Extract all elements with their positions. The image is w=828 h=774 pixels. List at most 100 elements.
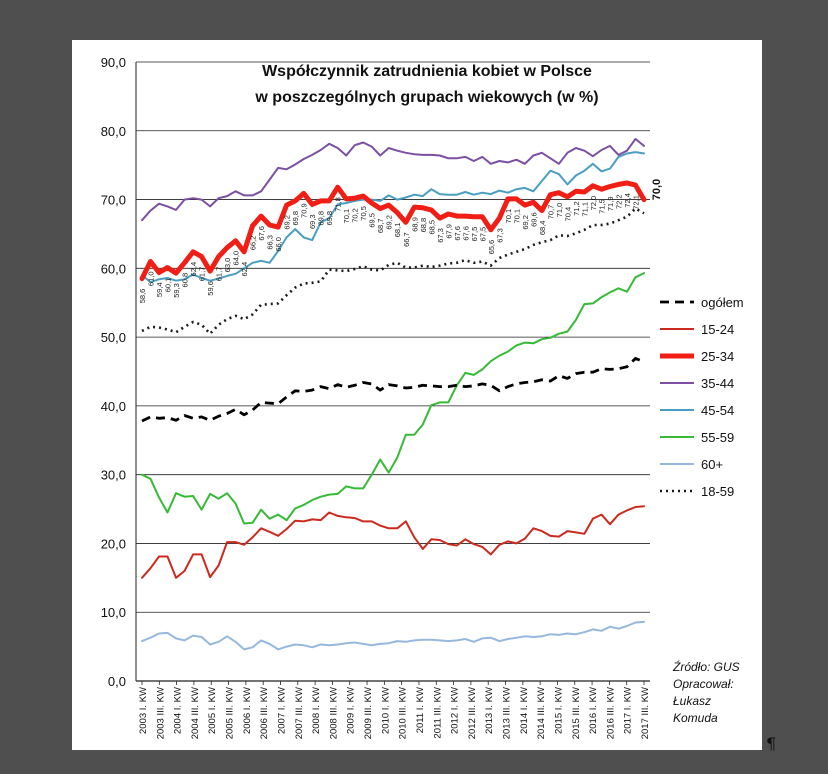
data-label: 69,6 [529,212,538,227]
x-tick-label: 2010 I. KW [380,687,391,734]
y-tick-label: 40,0 [101,399,126,414]
data-label: 62,4 [240,262,249,277]
x-tick-label: 2004 I. KW [173,687,184,734]
series-line-45-54 [141,151,645,284]
data-label: 69,8 [291,211,300,226]
data-label: 71,8 [334,197,343,212]
data-label: 71,1 [580,202,589,217]
source-line: Źródło: GUS [672,659,740,674]
data-label: 68,1 [393,223,402,238]
data-label: 66,2 [249,236,258,251]
data-label: 67,5 [478,227,487,242]
x-tick-label: 2003 I. KW [138,687,149,734]
data-label: 70,5 [359,206,368,221]
legend-label-15-24: 15-24 [701,322,734,337]
data-label: 72,4 [623,193,632,208]
data-label: 69,2 [385,215,394,230]
data-label: 70,1 [512,209,521,224]
x-tick-label: 2011 III. KW [432,687,443,739]
y-tick-label: 80,0 [101,124,126,139]
data-label: 68,5 [427,220,436,235]
data-label: 65,6 [487,240,496,255]
data-label: 60,1 [164,278,173,293]
end-data-label: 70,0 [651,179,663,200]
x-tick-label: 2006 III. KW [259,687,270,739]
x-tick-label: 2003 III. KW [155,687,166,739]
series-line-55-59 [141,272,645,525]
series-line-18-59 [141,207,645,336]
data-label: 71,9 [606,196,615,211]
series-line-25-34 [139,180,647,282]
x-tick-label: 2014 I. KW [519,687,530,734]
data-label: 67,6 [257,226,266,241]
y-tick-label: 90,0 [101,55,126,70]
chart-title: Współczynnik zatrudnienia kobiet w Polsc… [254,63,598,106]
series-line-15-24 [141,505,645,579]
chart-title-line-2: w poszczególnych grupach wiekowych (w %) [254,89,598,106]
data-label: 68,9 [410,217,419,232]
x-tick-label: 2016 I. KW [588,687,599,734]
data-label: 69,8 [325,211,334,226]
data-label: 67,5 [470,227,479,242]
x-tick-label: 2013 III. KW [502,687,513,739]
data-label: 70,7 [546,205,555,220]
data-label: 60,8 [181,273,190,288]
source-line: Komuda [673,711,718,725]
y-tick-label: 10,0 [101,605,126,620]
x-tick-label: 2013 I. KW [484,687,495,734]
source-line: Łukasz [673,694,711,708]
axis-layer: 0,0 10,0 20,0 30,0 40,0 50,0 60,0 70,0 80,0 90,0 2… [101,55,651,739]
y-tick-label: 0,0 [108,674,126,689]
x-tick-label: 2015 I. KW [553,687,564,734]
data-label: 68,4 [538,221,547,236]
data-label: 69,5 [368,213,377,228]
data-label: 67,6 [453,226,462,241]
data-label: 70,1 [342,209,351,224]
x-tick-label: 2006 I. KW [242,687,253,734]
data-label: 68,7 [376,218,385,233]
x-tick-label: 2005 III. KW [225,687,236,739]
data-label: 71,0 [555,203,564,218]
data-label: 69,2 [521,215,530,230]
document-page: 0,0 10,0 20,0 30,0 40,0 50,0 60,0 70,0 80,0 90,0 2… [72,40,762,750]
y-tick-label: 60,0 [101,261,126,276]
data-label: 69,8 [317,211,326,226]
data-label: 72,1 [631,195,640,210]
x-tick-label: 2017 III. KW [640,687,651,739]
data-label: 61,7 [215,267,224,282]
grid-layer [136,61,650,682]
source-note: Źródło: GUS Opracował: Łukasz Komuda [672,659,740,725]
y-tick-label: 20,0 [101,536,126,551]
data-label: 70,9 [300,203,309,218]
x-tick-label: 2008 I. KW [311,687,322,734]
data-label: 66,3 [266,235,275,250]
data-label: 59,6 [206,281,215,296]
x-tick-label: 2017 I. KW [623,687,634,734]
x-tick-label: 2014 III. KW [536,687,547,739]
x-tick-label: 2007 I. KW [276,687,287,734]
y-tick-label: 70,0 [101,193,126,208]
x-tick-label: 2012 III. KW [467,687,478,739]
data-label-layer: 58,661,059,4 60,1 59,360,862,4 61,759,661,7… [138,179,663,303]
data-label: 67,6 [461,226,470,241]
series-line-35-44 [141,138,645,222]
y-tick-label: 30,0 [101,468,126,483]
data-label: 59,4 [155,282,164,297]
data-label: 72,2 [614,194,623,209]
data-label: 68,8 [419,218,428,233]
data-label: 67,9 [444,224,453,239]
data-label: 72,0 [589,196,598,211]
data-label: 61,0 [147,271,156,286]
legend-label-55-59: 55-59 [701,430,734,445]
x-tick-label: 2004 III. KW [190,687,201,739]
employment-rate-chart: 0,0 10,0 20,0 30,0 40,0 50,0 60,0 70,0 80,0 90,0 2… [101,55,744,739]
legend-label-45-54: 45-54 [701,403,734,418]
data-label: 70,4 [563,207,572,222]
data-label: 67,3 [495,228,504,243]
x-tick-label: 2007 III. KW [294,687,305,739]
x-tick-label: 2009 III. KW [363,687,374,739]
x-tick-label: 2015 III. KW [571,687,582,739]
data-label: 71,2 [572,201,581,216]
legend-label-25-34: 25-34 [701,349,734,364]
data-label: 69,2 [283,215,292,230]
